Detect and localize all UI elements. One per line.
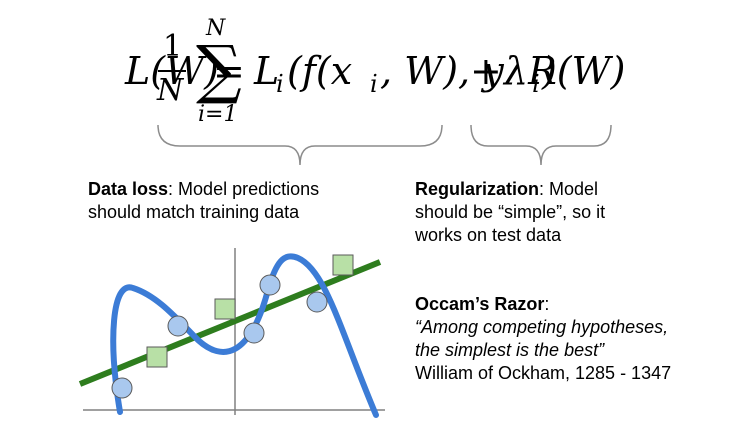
equation-plus: + <box>470 49 502 93</box>
occam-attribution: William of Ockham, 1285 - 1347 <box>415 363 672 383</box>
regularization-title: Regularization <box>415 179 540 199</box>
circle-marker <box>306 291 328 313</box>
term-y-subscript: i <box>532 70 540 98</box>
data-loss-brace <box>157 124 443 166</box>
circle-marker <box>259 274 281 296</box>
linear-fit-line <box>78 259 382 387</box>
circle-marker <box>243 322 265 344</box>
fraction-bar <box>158 70 186 72</box>
term-close: ) <box>542 49 557 93</box>
loss-equation: L(W) = 1 N N ∑ i=1 L i (f(x i , W), y i … <box>0 18 734 128</box>
term-args: (f(x <box>287 49 353 93</box>
occam-title-colon: : <box>544 294 550 314</box>
equation-equals: = <box>213 49 245 93</box>
square-marker <box>214 298 236 320</box>
regularization-line3: works on test data <box>415 225 562 245</box>
data-loss-title: Data loss <box>88 179 169 199</box>
data-loss-line2: should match training data <box>88 202 300 222</box>
square-marker <box>146 346 168 368</box>
overfit-curve <box>110 253 379 418</box>
occam-quote-line2: the simplest is the best” <box>415 340 605 360</box>
occam-title: Occam’s Razor <box>415 294 545 314</box>
occam-block: Occam’s Razor: “Among competing hypothes… <box>415 293 671 385</box>
regularization-brace <box>470 124 612 166</box>
occam-quote-line1: “Among competing hypotheses, <box>415 317 669 337</box>
square-marker <box>332 254 354 276</box>
term-mid: , W), y <box>380 49 504 93</box>
regularization-term: λR(W) <box>504 49 626 93</box>
sum-lower-limit: i=1 <box>198 102 238 127</box>
sum-upper-limit: N <box>206 16 226 41</box>
fraction-numerator: 1 <box>163 29 183 64</box>
circle-marker <box>167 315 189 337</box>
circle-marker <box>111 377 133 399</box>
term-L: L <box>254 49 280 93</box>
term-L-subscript: i <box>276 70 284 98</box>
regularization-line2: should be “simple”, so it <box>415 202 606 222</box>
regularization-line1: : Model <box>539 179 599 199</box>
data-loss-line1: : Model predictions <box>168 179 320 199</box>
sum-symbol: ∑ <box>196 33 242 107</box>
regularization-caption: Regularization: Model should be “simple”… <box>415 178 605 247</box>
data-loss-caption: Data loss: Model predictions should matc… <box>88 178 319 224</box>
term-x-subscript: i <box>370 70 378 98</box>
fraction-denominator: N <box>157 73 184 108</box>
